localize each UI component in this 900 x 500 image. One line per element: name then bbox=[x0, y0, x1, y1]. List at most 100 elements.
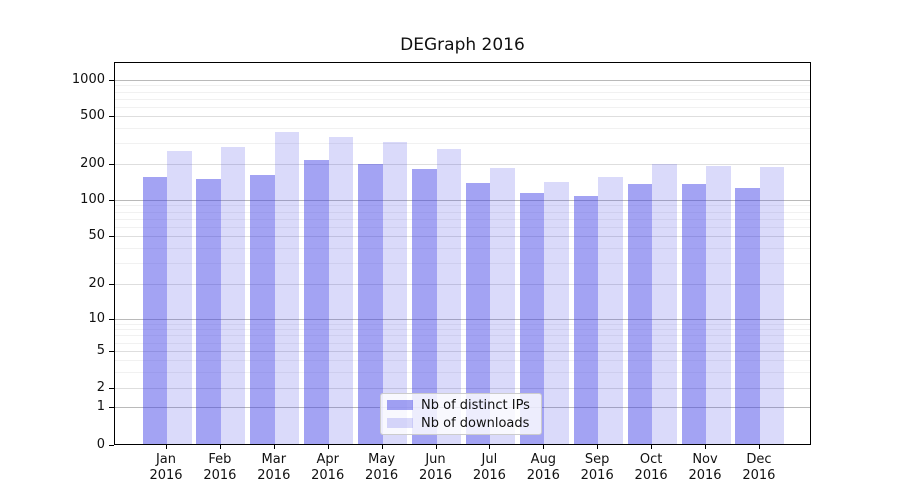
grid-line-minor bbox=[115, 360, 810, 361]
grid-line-minor bbox=[115, 142, 810, 144]
bar-distinct-ips-mar bbox=[250, 175, 275, 444]
y-tick-mark-200 bbox=[109, 164, 114, 165]
x-tick-label-feb: Feb 2016 bbox=[203, 451, 237, 483]
y-tick-mark-50 bbox=[109, 236, 114, 237]
x-tick-mark-may bbox=[381, 444, 383, 449]
bar-distinct-ips-sep bbox=[573, 196, 599, 444]
grid-line-minor bbox=[115, 98, 810, 100]
x-tick-mark-jul bbox=[489, 444, 491, 449]
legend-entry-downloads: Nb of downloads bbox=[387, 416, 535, 431]
bar-downloads-feb bbox=[220, 147, 246, 444]
y-tick-mark-10 bbox=[109, 319, 114, 320]
grid-line-decade bbox=[115, 319, 810, 320]
x-tick-mark-oct bbox=[651, 444, 653, 449]
y-tick-label-500: 500 bbox=[80, 108, 105, 123]
grid-line-major bbox=[115, 236, 810, 237]
grid-line-minor bbox=[115, 127, 810, 129]
grid-line-minor bbox=[115, 106, 810, 108]
legend-label-downloads: Nb of downloads bbox=[421, 415, 530, 431]
grid-line-minor bbox=[115, 342, 810, 344]
bar-distinct-ips-nov bbox=[681, 183, 706, 444]
bar-downloads-jan bbox=[167, 150, 192, 444]
x-tick-label-mar: Mar 2016 bbox=[257, 451, 291, 483]
grid-line-decade bbox=[115, 200, 810, 201]
y-tick-label-50: 50 bbox=[88, 228, 105, 243]
grid-line-major bbox=[115, 284, 810, 285]
y-tick-mark-2 bbox=[109, 388, 114, 389]
y-tick-label-5: 5 bbox=[96, 343, 105, 358]
y-tick-label-1: 1 bbox=[96, 399, 105, 414]
chart-title: DEGraph 2016 bbox=[400, 35, 525, 55]
bar-distinct-ips-may bbox=[358, 164, 383, 444]
bar-downloads-sep bbox=[598, 176, 623, 444]
x-tick-mark-feb bbox=[219, 444, 221, 449]
grid-line-minor bbox=[115, 91, 810, 93]
x-tick-label-aug: Aug 2016 bbox=[526, 451, 560, 483]
bar-downloads-oct bbox=[652, 163, 677, 444]
y-tick-mark-1000 bbox=[109, 80, 114, 81]
bar-distinct-ips-apr bbox=[304, 160, 329, 444]
x-tick-mark-apr bbox=[327, 444, 329, 449]
bar-distinct-ips-oct bbox=[627, 183, 653, 444]
y-tick-mark-5 bbox=[109, 351, 114, 352]
legend-entry-distinct-ips: Nb of distinct IPs bbox=[387, 398, 535, 413]
legend-swatch-distinct-ips bbox=[387, 400, 413, 410]
grid-line-minor bbox=[115, 218, 810, 220]
grid-line-minor bbox=[115, 329, 810, 331]
bar-downloads-dec bbox=[759, 167, 785, 444]
x-tick-label-sep: Sep 2016 bbox=[580, 451, 614, 483]
x-tick-label-jan: Jan 2016 bbox=[149, 451, 183, 483]
grid-line-decade bbox=[115, 80, 810, 81]
x-tick-mark-sep bbox=[597, 444, 599, 449]
y-tick-mark-1 bbox=[109, 407, 114, 408]
grid-line-minor bbox=[115, 371, 810, 373]
y-tick-label-200: 200 bbox=[80, 156, 105, 171]
legend-swatch-downloads bbox=[387, 418, 413, 428]
grid-line-minor bbox=[115, 85, 810, 87]
grid-line-minor bbox=[115, 211, 810, 213]
bar-distinct-ips-jan bbox=[142, 177, 167, 444]
grid-line-major bbox=[115, 164, 810, 165]
x-tick-label-dec: Dec 2016 bbox=[742, 451, 776, 483]
bar-distinct-ips-feb bbox=[196, 178, 221, 444]
bar-downloads-nov bbox=[706, 166, 731, 444]
legend: Nb of distinct IPs Nb of downloads bbox=[380, 393, 542, 435]
x-tick-mark-jun bbox=[435, 444, 437, 449]
bar-downloads-apr bbox=[328, 136, 354, 444]
x-tick-label-oct: Oct 2016 bbox=[634, 451, 668, 483]
y-tick-label-1000: 1000 bbox=[71, 72, 105, 87]
y-tick-mark-0 bbox=[109, 444, 114, 446]
y-tick-label-20: 20 bbox=[88, 276, 105, 291]
bar-downloads-mar bbox=[274, 131, 300, 444]
y-tick-mark-100 bbox=[109, 200, 114, 201]
legend-label-distinct-ips: Nb of distinct IPs bbox=[421, 397, 530, 413]
bar-distinct-ips-dec bbox=[735, 188, 760, 444]
grid-line-minor bbox=[115, 262, 810, 264]
grid-line-minor bbox=[115, 247, 810, 249]
plot-area: Nb of distinct IPs Nb of downloads bbox=[114, 62, 811, 445]
bar-downloads-aug bbox=[544, 181, 569, 444]
grid-line-major bbox=[115, 388, 810, 389]
grid-line-minor bbox=[115, 226, 810, 228]
grid-line-major bbox=[115, 351, 810, 352]
x-tick-mark-jan bbox=[166, 444, 167, 449]
grid-line-minor bbox=[115, 323, 810, 325]
grid-line-major bbox=[115, 116, 810, 117]
grid-line-minor bbox=[115, 205, 810, 207]
y-tick-label-2: 2 bbox=[96, 380, 105, 395]
x-tick-label-may: May 2016 bbox=[365, 451, 399, 483]
y-tick-mark-500 bbox=[109, 116, 114, 117]
y-tick-label-100: 100 bbox=[80, 192, 105, 207]
grid-line-minor bbox=[115, 335, 810, 337]
x-tick-mark-dec bbox=[758, 444, 760, 449]
x-tick-mark-nov bbox=[705, 444, 706, 449]
x-tick-mark-aug bbox=[543, 444, 545, 449]
x-tick-mark-mar bbox=[273, 444, 275, 449]
x-tick-label-apr: Apr 2016 bbox=[311, 451, 345, 483]
x-tick-label-jun: Jun 2016 bbox=[418, 451, 453, 483]
x-tick-label-nov: Nov 2016 bbox=[688, 451, 722, 483]
y-tick-label-10: 10 bbox=[88, 311, 105, 326]
y-tick-mark-20 bbox=[109, 284, 114, 285]
x-tick-label-jul: Jul 2016 bbox=[472, 451, 506, 483]
